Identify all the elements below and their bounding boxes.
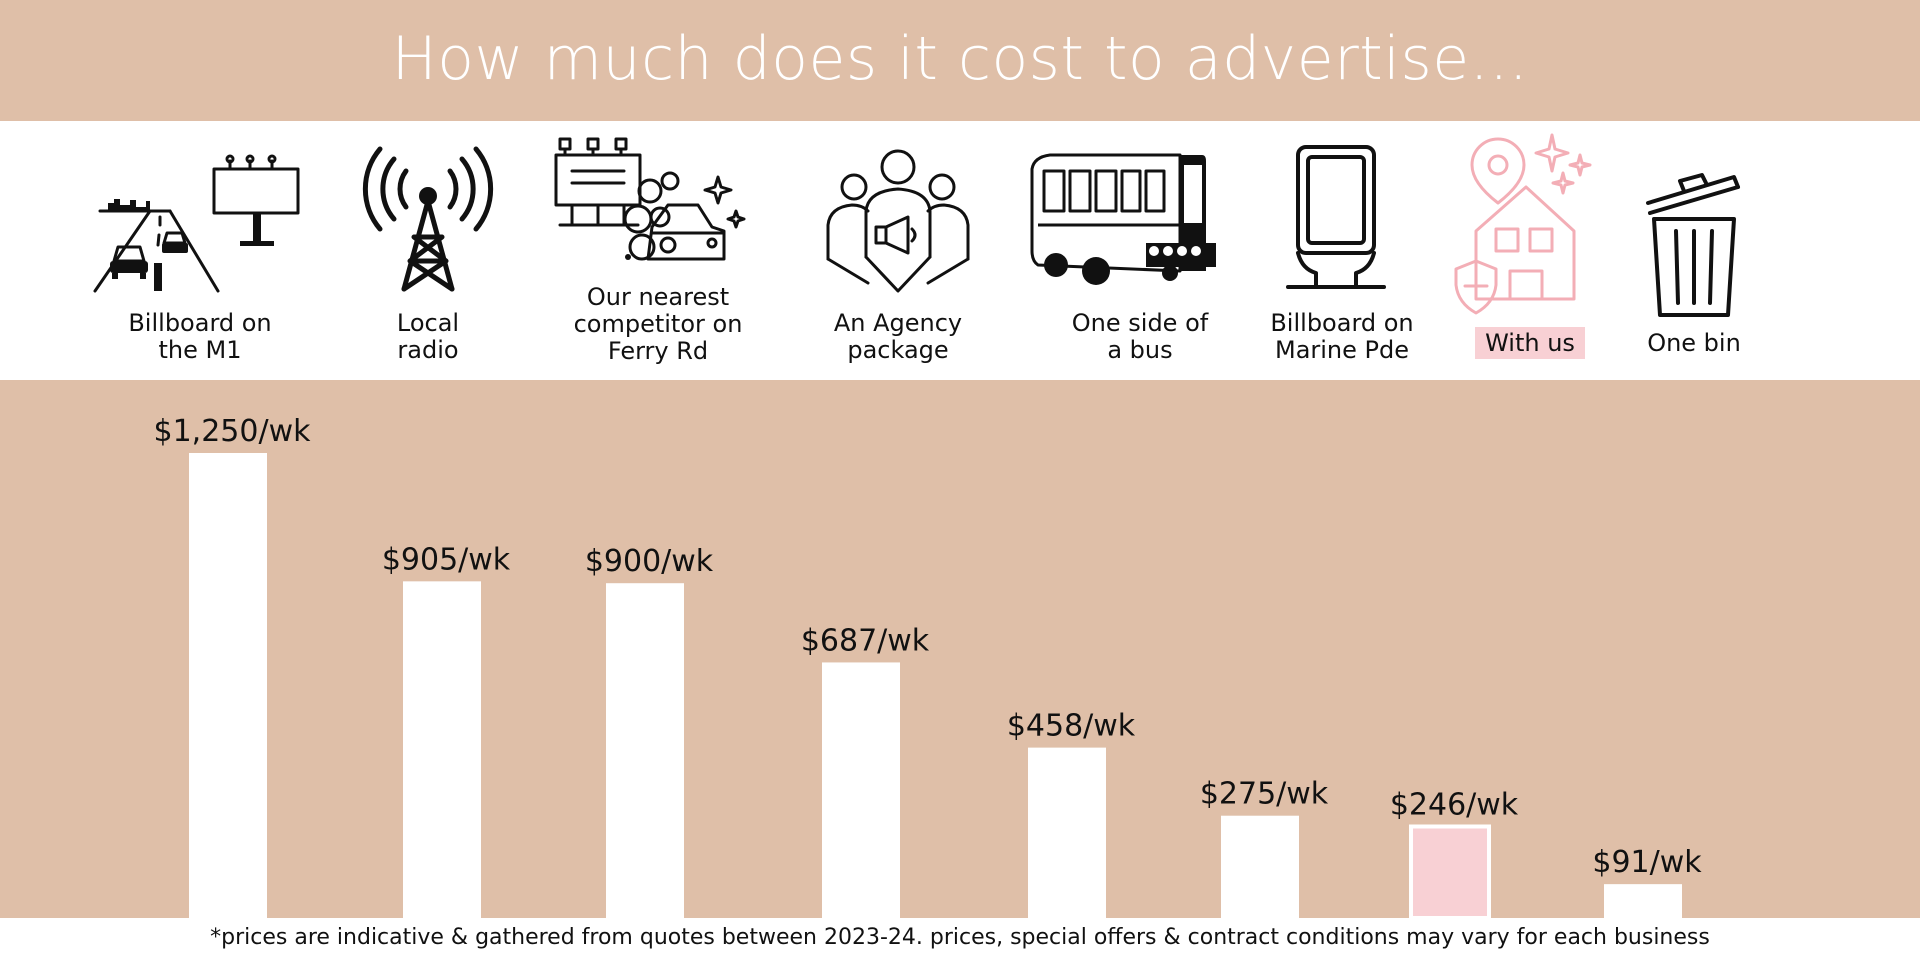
category-label: Local radio <box>396 309 460 364</box>
bar-6 <box>1221 815 1299 918</box>
bar-2 <box>403 581 481 918</box>
bar-chart: $1,250/wk $905/wk $900/wk $687/wk $458/wk $27… <box>0 380 1920 918</box>
title-banner: How much does it cost to advertise... <box>0 0 1920 121</box>
bar-chart-svg: $1,250/wk $905/wk $900/wk $687/wk $458/wk $27… <box>154 414 1702 918</box>
bar-value-label-5: $458/wk <box>1007 709 1136 744</box>
house-location-shield-icon <box>1454 133 1592 315</box>
category-label: An Agency package <box>833 309 963 364</box>
category-agency-package: An Agency package <box>788 121 1008 380</box>
agency-megaphone-icon <box>826 149 970 293</box>
page-title: How much does it cost to advertise... <box>391 24 1529 94</box>
category-label: Our nearest competitor on Ferry Rd <box>573 283 743 365</box>
footnote: *prices are indicative & gathered from q… <box>0 918 1920 960</box>
category-label: One bin <box>1647 329 1741 357</box>
bar-5 <box>1028 747 1106 918</box>
category-local-radio: Local radio <box>318 121 538 380</box>
bar-value-label-1: $1,250/wk <box>154 414 312 449</box>
category-label: Billboard on the M1 <box>128 309 272 364</box>
category-label: Billboard on Marine Pde <box>1270 309 1414 364</box>
category-label-highlighted: With us <box>1420 327 1640 359</box>
billboard-car-wash-icon <box>554 137 746 261</box>
highway-billboard-icon <box>93 154 300 293</box>
category-one-bin: One bin <box>1584 121 1804 380</box>
category-label: One side of a bus <box>1071 309 1209 364</box>
street-kiosk-icon <box>1286 145 1386 289</box>
bar-7 <box>1409 824 1491 918</box>
bar-value-label-3: $900/wk <box>585 544 714 579</box>
bar-4 <box>822 662 900 918</box>
category-billboard-m1: Billboard on the M1 <box>90 121 310 380</box>
category-with-us: With us <box>1420 121 1640 380</box>
trash-bin-icon <box>1646 173 1740 317</box>
category-icon-strip: Billboard on the M1 Local radio <box>0 121 1920 380</box>
bus-icon <box>1030 153 1216 285</box>
bar-value-label-6: $275/wk <box>1200 777 1329 812</box>
bar-value-label-7: $246/wk <box>1390 787 1519 822</box>
bar-1 <box>189 453 267 918</box>
bar-8 <box>1604 884 1682 918</box>
category-bus: One side of a bus <box>1030 121 1250 380</box>
bar-value-label-2: $905/wk <box>382 542 511 577</box>
bar-value-label-8: $91/wk <box>1592 845 1702 880</box>
category-billboard-marine-pde: Billboard on Marine Pde <box>1232 121 1452 380</box>
bar-value-label-4: $687/wk <box>801 623 930 658</box>
category-competitor-ferry-rd: Our nearest competitor on Ferry Rd <box>548 121 768 380</box>
bar-3 <box>606 583 684 918</box>
radio-tower-icon <box>362 146 494 292</box>
